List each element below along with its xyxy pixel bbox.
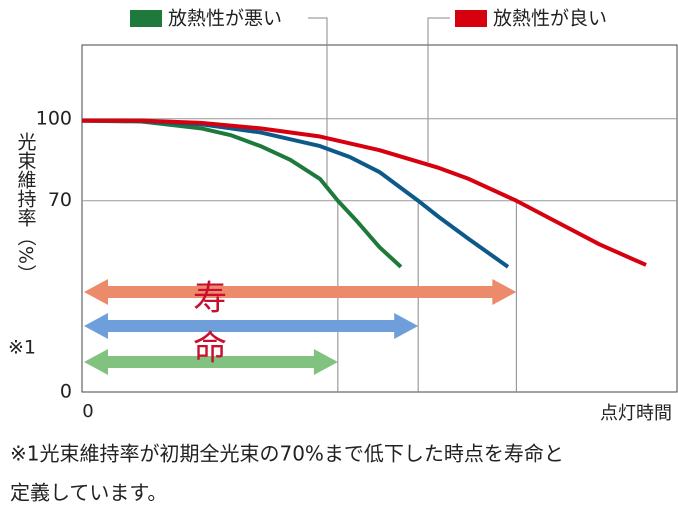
y-axis-note: ※1 xyxy=(8,337,36,359)
x-axis-label: 点灯時間 xyxy=(600,403,672,424)
line-series xyxy=(81,118,510,269)
lifetime-arrow xyxy=(84,313,419,339)
legend-label: 放熱性が悪い xyxy=(168,8,282,30)
y-tick-label: 70 xyxy=(48,189,72,211)
x-tick-label: 0 xyxy=(82,401,93,422)
footnote: ※1光束維持率が初期全光束の70%まで低下した時点を寿命と xyxy=(10,442,564,466)
line-series xyxy=(82,118,647,267)
legend-swatch xyxy=(455,10,487,27)
footnote: 定義しています。 xyxy=(10,481,167,505)
y-tick-label: 100 xyxy=(36,107,72,129)
annotation: 命 xyxy=(193,329,227,369)
lifetime-arrow xyxy=(84,279,517,305)
legend-swatch xyxy=(130,10,162,27)
lifetime-arrow xyxy=(84,349,338,375)
legend-leader xyxy=(308,17,328,190)
annotation: 寿 xyxy=(193,279,227,319)
y-axis-label: 光束維持率（%） xyxy=(15,132,37,283)
line-series xyxy=(81,118,403,269)
legend-label: 放熱性が良い xyxy=(493,8,607,30)
y-tick-label: 0 xyxy=(60,381,72,403)
plot-frame xyxy=(81,44,678,393)
legend-leader xyxy=(427,17,450,162)
